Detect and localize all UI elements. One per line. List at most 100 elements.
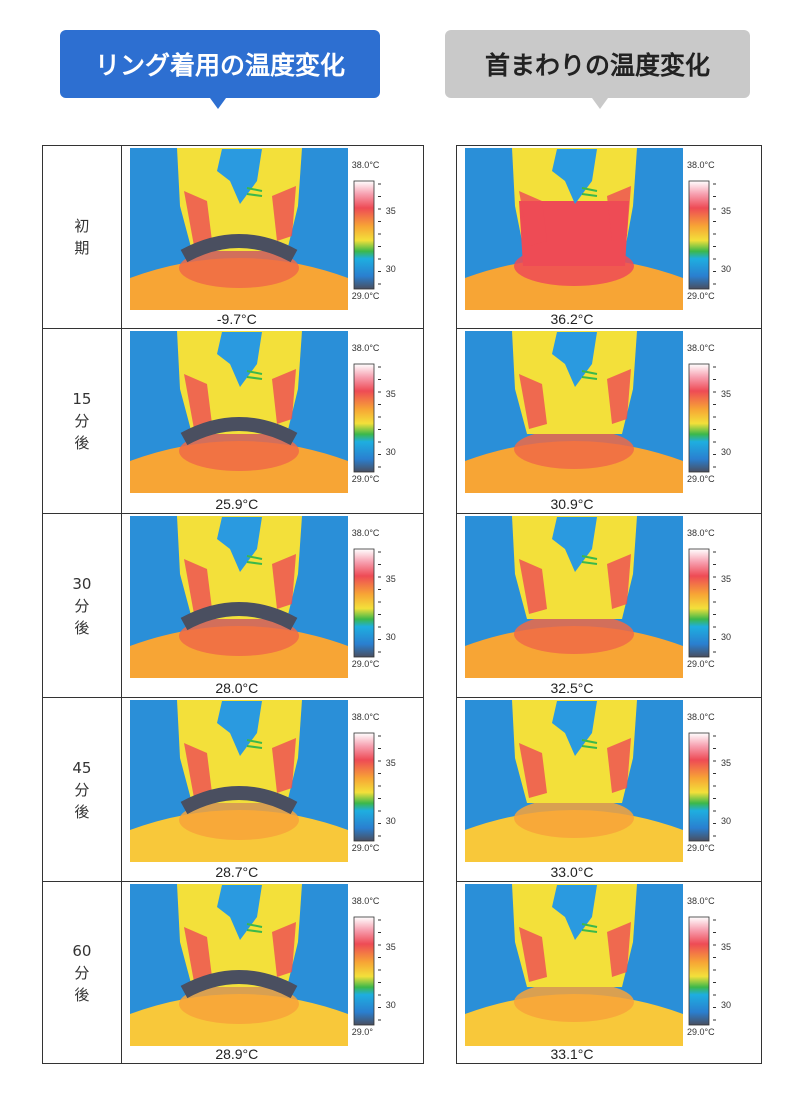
scale-min-label: 29.0°C — [351, 291, 380, 301]
scale-max-label: 38.0°C — [687, 712, 715, 722]
time-label: 60 分後 — [43, 882, 122, 1063]
hair-cold-patch — [552, 701, 597, 756]
time-label-char: 分 — [74, 780, 90, 799]
upper-back-hotspot — [178, 248, 299, 288]
time-label-char: 60 — [72, 941, 92, 960]
time-label-char: 分 — [74, 412, 90, 430]
temperature-scale-bar — [688, 180, 710, 290]
neck-hotspot-left — [183, 374, 212, 429]
time-label: 初期 — [43, 146, 122, 328]
temperature-scale-bar — [353, 363, 375, 473]
scale-30-label: 30 — [385, 1000, 396, 1010]
scale-min-label: 29.0°C — [687, 291, 715, 301]
thermal-image — [465, 148, 716, 310]
neck-ring — [180, 234, 298, 263]
hair-cold-patch — [216, 332, 262, 387]
time-label-char: 45 — [72, 758, 92, 777]
neck-hotspot-right — [271, 738, 296, 793]
temperature-reading: 28.0°C — [215, 680, 259, 696]
temperature-scale-bar — [688, 916, 710, 1026]
hair-cold-patch — [216, 701, 262, 756]
scale-35-label: 35 — [721, 758, 732, 768]
scale-30-label: 30 — [385, 632, 396, 642]
upper-back-hotspot — [514, 798, 634, 838]
scale-30-label: 30 — [721, 447, 732, 457]
scale-max-label: 38.0°C — [351, 160, 380, 170]
temperature-scale-bar — [353, 732, 375, 842]
neck-hotspot-left — [519, 743, 547, 798]
neck-header-pointer — [592, 98, 608, 109]
thermal-row: 38.0°C 35 30 29.0°C 33.0°C — [457, 698, 761, 882]
scale-min-label: 29.0°C — [687, 474, 715, 484]
thermal-row: 60 分後 38.0°C 35 30 29.0° 28.9°C — [43, 882, 423, 1063]
scale-30-label: 30 — [721, 816, 732, 826]
ring-temperature-header: リング着用の温度変化 — [60, 30, 380, 98]
scale-max-label: 38.0°C — [351, 343, 380, 353]
temperature-scale-bar — [688, 548, 710, 658]
neck-header-label: 首まわりの温度変化 — [484, 51, 710, 80]
neck-hotspot-right — [607, 186, 631, 241]
scale-35-label: 35 — [721, 574, 732, 584]
thermal-cell: 38.0°C 35 30 29.0°C 33.0°C — [457, 698, 759, 881]
ear-green-mark — [581, 739, 598, 749]
temperature-reading: 33.0°C — [550, 864, 594, 880]
thermal-cell: 38.0°C 35 30 29.0°C 28.7°C — [122, 698, 423, 881]
neck-hotspot-right — [607, 738, 631, 793]
thermal-image — [465, 516, 716, 678]
time-label: 30 分後 — [43, 514, 122, 697]
time-label-char: 分 — [74, 963, 90, 982]
scale-35-label: 35 — [385, 389, 396, 399]
thermal-image — [129, 516, 381, 678]
scale-min-label: 29.0°C — [351, 843, 380, 853]
upper-back-hotspot — [178, 431, 299, 471]
neck-ring — [180, 970, 298, 999]
ear-green-mark — [581, 555, 598, 565]
temperature-reading: 30.9°C — [550, 496, 594, 512]
scale-min-label: 29.0° — [351, 1027, 373, 1037]
thermal-cell: 38.0°C 35 30 29.0°C 28.0°C — [122, 514, 423, 697]
time-label-char: 後 — [74, 618, 90, 637]
time-label: 15 分後 — [43, 329, 122, 513]
neck-hotspot-left — [519, 559, 547, 614]
thermal-image — [465, 884, 716, 1046]
ear-green-mark — [581, 370, 598, 380]
thermal-image — [129, 331, 381, 493]
ring-thermal-table: 初期 38.0°C 35 30 29.0°C -9.7°C 15 分後 38.0°C… — [42, 145, 424, 1064]
scale-min-label: 29.0°C — [351, 659, 380, 669]
thermal-cell: 38.0°C 35 30 29.0°C 33.1°C — [457, 882, 759, 1063]
scale-35-label: 35 — [385, 942, 396, 952]
temperature-scale-bar — [688, 363, 710, 473]
thermal-row: 38.0°C 35 30 29.0°C 33.1°C — [457, 882, 761, 1063]
hair-cold-patch — [216, 517, 262, 572]
scale-max-label: 38.0°C — [351, 896, 380, 906]
ear-green-mark — [246, 370, 262, 380]
time-label-char: 期 — [74, 239, 90, 257]
thermal-cell: 38.0°C 35 30 29.0°C 32.5°C — [457, 514, 759, 697]
temperature-reading: 28.7°C — [215, 864, 259, 880]
thermal-row: 30 分後 38.0°C 35 30 29.0°C 28.0°C — [43, 514, 423, 698]
ear-green-mark — [246, 555, 262, 565]
temperature-reading: 28.9°C — [215, 1046, 259, 1062]
temperature-scale-bar — [353, 916, 375, 1026]
time-label-char: 分 — [74, 596, 90, 615]
upper-back-hotspot — [514, 614, 634, 654]
neck-hotspot-right — [271, 369, 296, 424]
thermal-row: 38.0°C 35 30 29.0°C 36.2°C — [457, 146, 761, 329]
thermal-row: 初期 38.0°C 35 30 29.0°C -9.7°C — [43, 146, 423, 329]
scale-min-label: 29.0°C — [687, 843, 715, 853]
temperature-scale-bar — [353, 548, 375, 658]
scale-30-label: 30 — [385, 447, 396, 457]
upper-back-hotspot — [178, 616, 299, 656]
neck-thermal-table: 38.0°C 35 30 29.0°C 36.2°C 38.0°C 35 30 … — [456, 145, 762, 1064]
temperature-reading: 36.2°C — [550, 311, 594, 327]
temperature-scale-bar — [353, 180, 375, 290]
time-label-char: 初 — [74, 217, 90, 235]
thermal-cell: 38.0°C 35 30 29.0°C -9.7°C — [122, 146, 423, 328]
neck-ring — [180, 417, 298, 446]
thermal-row: 38.0°C 35 30 29.0°C 30.9°C — [457, 329, 761, 514]
thermal-image — [465, 700, 716, 862]
thermal-image — [465, 331, 716, 493]
scale-min-label: 29.0°C — [351, 474, 380, 484]
time-label: 45 分後 — [43, 698, 122, 881]
scale-max-label: 38.0°C — [687, 896, 715, 906]
